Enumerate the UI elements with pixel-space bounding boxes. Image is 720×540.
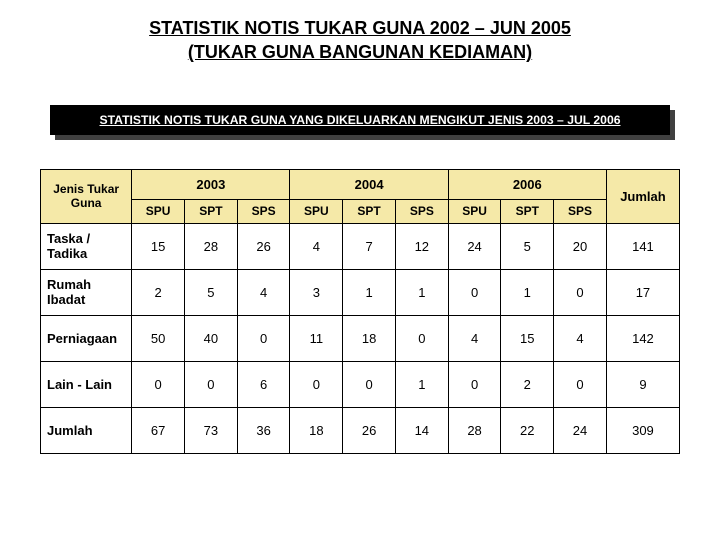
cell-value: 73 <box>185 407 238 453</box>
table-row: Jumlah677336182614282224309 <box>41 407 680 453</box>
cell-total: 142 <box>606 315 679 361</box>
cell-value: 0 <box>185 361 238 407</box>
cell-value: 24 <box>554 407 607 453</box>
cell-total: 9 <box>606 361 679 407</box>
subcol-1: SPT <box>185 199 238 223</box>
cell-value: 24 <box>448 223 501 269</box>
cell-value: 0 <box>554 361 607 407</box>
subcol-5: SPS <box>395 199 448 223</box>
cell-value: 20 <box>554 223 607 269</box>
cell-value: 6 <box>237 361 290 407</box>
cell-value: 4 <box>448 315 501 361</box>
cell-value: 18 <box>290 407 343 453</box>
table-row: Lain - Lain0060010209 <box>41 361 680 407</box>
cell-value: 3 <box>290 269 343 315</box>
banner-title: STATISTIK NOTIS TUKAR GUNA YANG DIKELUAR… <box>50 105 670 135</box>
cell-value: 1 <box>395 361 448 407</box>
cell-value: 22 <box>501 407 554 453</box>
title-line-1: STATISTIK NOTIS TUKAR GUNA 2002 – JUN 20… <box>149 18 571 38</box>
cell-total: 141 <box>606 223 679 269</box>
banner-container: STATISTIK NOTIS TUKAR GUNA YANG DIKELUAR… <box>50 105 670 139</box>
cell-value: 11 <box>290 315 343 361</box>
subcol-8: SPS <box>554 199 607 223</box>
cell-value: 15 <box>501 315 554 361</box>
header-row-years: Jenis Tukar Guna 2003 2004 2006 Jumlah <box>41 169 680 199</box>
stats-table: Jenis Tukar Guna 2003 2004 2006 Jumlah S… <box>40 169 680 454</box>
cell-value: 0 <box>237 315 290 361</box>
table-body: Taska / Tadika152826471224520141Rumah Ib… <box>41 223 680 453</box>
page-title: STATISTIK NOTIS TUKAR GUNA 2002 – JUN 20… <box>40 16 680 65</box>
cell-value: 14 <box>395 407 448 453</box>
subcol-3: SPU <box>290 199 343 223</box>
cell-value: 28 <box>185 223 238 269</box>
cell-value: 1 <box>501 269 554 315</box>
subcol-6: SPU <box>448 199 501 223</box>
cell-value: 1 <box>395 269 448 315</box>
cell-value: 5 <box>185 269 238 315</box>
row-label: Rumah Ibadat <box>41 269 132 315</box>
header-row-subcols: SPU SPT SPS SPU SPT SPS SPU SPT SPS <box>41 199 680 223</box>
subcol-0: SPU <box>132 199 185 223</box>
title-line-2: (TUKAR GUNA BANGUNAN KEDIAMAN) <box>188 42 532 62</box>
cell-value: 0 <box>554 269 607 315</box>
table-row: Rumah Ibadat25431101017 <box>41 269 680 315</box>
cell-value: 4 <box>290 223 343 269</box>
year-header-0: 2003 <box>132 169 290 199</box>
cell-value: 18 <box>343 315 396 361</box>
cell-value: 26 <box>237 223 290 269</box>
cell-value: 1 <box>343 269 396 315</box>
table-row: Perniagaan50400111804154142 <box>41 315 680 361</box>
cell-value: 36 <box>237 407 290 453</box>
cell-value: 4 <box>554 315 607 361</box>
total-header: Jumlah <box>606 169 679 223</box>
cell-value: 0 <box>448 361 501 407</box>
cell-total: 309 <box>606 407 679 453</box>
cell-value: 67 <box>132 407 185 453</box>
cell-value: 0 <box>343 361 396 407</box>
cell-value: 40 <box>185 315 238 361</box>
subcol-2: SPS <box>237 199 290 223</box>
cell-value: 0 <box>132 361 185 407</box>
cell-value: 0 <box>290 361 343 407</box>
table-row: Taska / Tadika152826471224520141 <box>41 223 680 269</box>
row-label: Jumlah <box>41 407 132 453</box>
cell-value: 0 <box>448 269 501 315</box>
cell-value: 50 <box>132 315 185 361</box>
subcol-7: SPT <box>501 199 554 223</box>
cell-value: 2 <box>501 361 554 407</box>
row-label: Lain - Lain <box>41 361 132 407</box>
year-header-1: 2004 <box>290 169 448 199</box>
subcol-4: SPT <box>343 199 396 223</box>
cell-value: 5 <box>501 223 554 269</box>
slide: STATISTIK NOTIS TUKAR GUNA 2002 – JUN 20… <box>0 0 720 540</box>
cell-value: 4 <box>237 269 290 315</box>
row-label: Perniagaan <box>41 315 132 361</box>
cell-value: 2 <box>132 269 185 315</box>
cell-value: 15 <box>132 223 185 269</box>
row-label: Taska / Tadika <box>41 223 132 269</box>
corner-header: Jenis Tukar Guna <box>41 169 132 223</box>
cell-value: 28 <box>448 407 501 453</box>
cell-value: 26 <box>343 407 396 453</box>
cell-value: 0 <box>395 315 448 361</box>
cell-value: 12 <box>395 223 448 269</box>
cell-total: 17 <box>606 269 679 315</box>
year-header-2: 2006 <box>448 169 606 199</box>
cell-value: 7 <box>343 223 396 269</box>
